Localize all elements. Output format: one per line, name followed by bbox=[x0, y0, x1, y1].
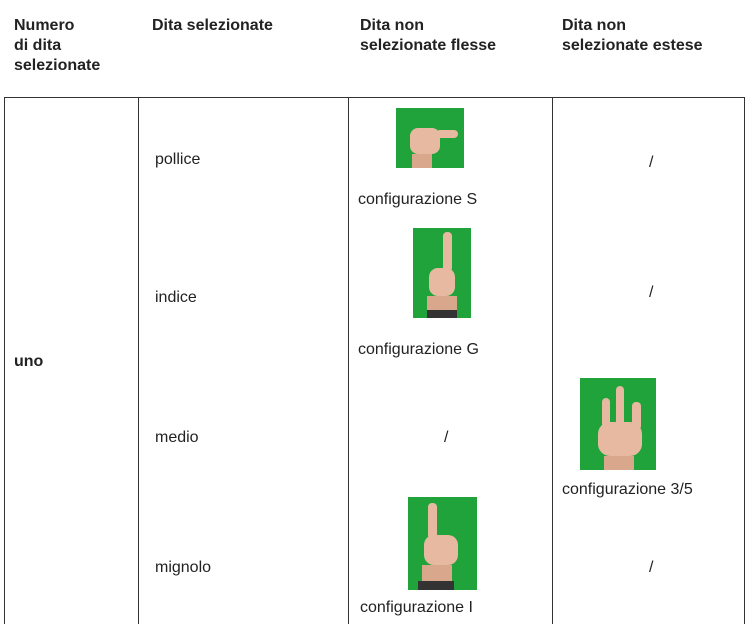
border bbox=[4, 97, 5, 624]
cell: / bbox=[649, 559, 654, 576]
cell: configurazione I bbox=[360, 599, 473, 616]
cell: medio bbox=[155, 429, 199, 446]
group-label: uno bbox=[14, 353, 44, 370]
header-line: Dita selezionate bbox=[152, 17, 273, 34]
header-cell: Dita non selezionate estese bbox=[562, 16, 703, 56]
cell: indice bbox=[155, 289, 197, 306]
cell: / bbox=[444, 429, 449, 446]
cell: / bbox=[649, 154, 654, 171]
cell: pollice bbox=[155, 151, 201, 168]
cell: configurazione G bbox=[358, 341, 479, 358]
header-line: selezionate flesse bbox=[360, 37, 497, 54]
header-line: di dita bbox=[14, 37, 62, 54]
cell: configurazione 3/5 bbox=[562, 481, 693, 498]
header-cell: Numero di dita selezionate bbox=[14, 16, 100, 76]
header-rule bbox=[4, 97, 745, 98]
header-line: selezionate bbox=[14, 57, 101, 74]
border bbox=[138, 97, 139, 624]
cell: / bbox=[649, 284, 654, 301]
header-cell: Dita selezionate bbox=[152, 16, 273, 36]
border bbox=[744, 97, 745, 624]
cell: configurazione S bbox=[358, 191, 478, 208]
border bbox=[552, 97, 553, 624]
hand-image bbox=[413, 228, 471, 318]
cell: mignolo bbox=[155, 559, 212, 576]
header-line: Dita non bbox=[360, 17, 424, 34]
header-line: Numero bbox=[14, 17, 75, 34]
hand-image bbox=[396, 108, 464, 168]
hand-image bbox=[580, 378, 656, 470]
border bbox=[348, 97, 349, 624]
header-line: Dita non bbox=[562, 17, 626, 34]
hand-image bbox=[408, 497, 477, 590]
header-cell: Dita non selezionate flesse bbox=[360, 16, 496, 56]
header-line: selezionate estese bbox=[562, 37, 703, 54]
